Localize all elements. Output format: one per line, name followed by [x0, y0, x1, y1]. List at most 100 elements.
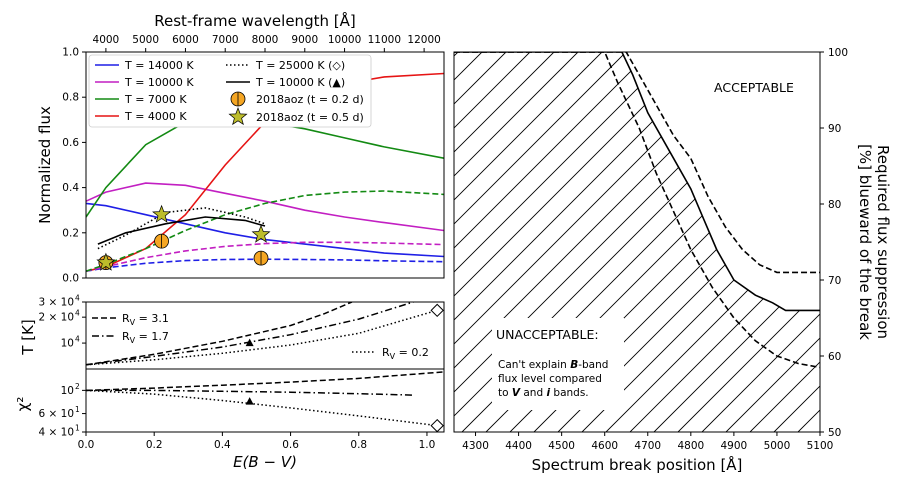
unacceptable-line1: Can't explain B-band	[498, 359, 608, 371]
right-panel: 4300 4400 4500 4600 4700 4800 4900 5000 5100 50 6…	[453, 47, 900, 474]
right-axes-frame	[453, 51, 821, 433]
mid-y-tick-exponent: 4	[75, 335, 80, 344]
mid-series-line-r-v-1-7	[86, 302, 414, 366]
mid-legend-label-r-v-0-2: RV = 0.2	[382, 346, 429, 361]
bot-marker-diamond	[430, 418, 444, 433]
mid-y-tick-exponent: 4	[75, 294, 80, 303]
top-x-tick-label: 4000	[93, 34, 120, 46]
bot-x-tick-label: 1.0	[419, 439, 436, 451]
bot-y-tick-label: 4 × 10	[38, 427, 74, 439]
legend-label-2018aoz-t-0-2-d: 2018aoz (t = 0.2 d)	[256, 93, 364, 106]
hatch-line	[454, 52, 651, 432]
hatch-line	[677, 52, 820, 432]
top-y-tick-label: 0.0	[62, 273, 79, 285]
mid-legend-label-r-v-3-1: RV = 3.1	[122, 312, 169, 327]
hatch-line	[894, 52, 900, 432]
right-x-tick-label: 4800	[677, 440, 704, 452]
unacceptable-title: UNACCEPTABLE:	[496, 327, 599, 342]
top-series-line-t-7000-k	[86, 116, 444, 218]
legend-label-t-25000-k: T = 25000 K (◇)	[255, 59, 345, 72]
hatch-line	[454, 52, 699, 432]
top-point-star	[152, 204, 172, 223]
right-series-line-upper-bound	[454, 52, 820, 274]
right-x-ticks: 4300 4400 4500 4600 4700 4800 4900 5000 5100	[462, 432, 833, 452]
top-x-tick-label: 7000	[212, 34, 239, 46]
mid-legend: RV = 3.1 RV = 1.7 RV = 0.2	[92, 312, 429, 361]
right-x-tick-label: 5000	[764, 440, 791, 452]
mid-marker-triangle	[245, 338, 254, 347]
mid-y-tick-label: 10	[61, 338, 74, 350]
top-series-line-t-7000-k-extincted	[86, 190, 444, 272]
right-y-ticks: 50 60 70 80 90 100	[820, 47, 848, 439]
hatch-line	[454, 52, 675, 432]
right-y-axis-label: Required flux suppression [%] blueward o…	[856, 144, 892, 340]
right-x-tick-label: 4500	[548, 440, 575, 452]
top-series-line-t-14000-k	[86, 202, 444, 258]
top-series-line-t-10000-k	[97, 216, 266, 245]
bot-x-tick-label: 0.8	[350, 439, 367, 451]
right-series	[454, 52, 820, 369]
bot-series-line-r-v-0-2	[86, 389, 438, 427]
bot-y-tick-exponent: 1	[75, 405, 80, 414]
top-x-tick-label: 8000	[252, 34, 279, 46]
bot-y-tick-label: 6 × 10	[38, 408, 74, 420]
right-series-line-lower-bound	[454, 52, 820, 369]
right-y-tick-label: 90	[828, 123, 841, 135]
right-y-tick-label: 60	[828, 351, 841, 363]
legend-label-t-4000-k: T = 4000 K	[124, 110, 187, 123]
right-x-tick-label: 5100	[807, 440, 834, 452]
top-y-tick-label: 0.2	[62, 227, 79, 239]
top-series-line-t-10000-k-extincted	[86, 241, 444, 272]
acceptable-label: ACCEPTABLE	[714, 80, 794, 95]
bot-marker-triangle	[245, 397, 254, 405]
top-x-tick-label: 11000	[368, 34, 401, 46]
mid-y-tick-exponent: 4	[75, 309, 80, 318]
bot-x-tick-label: 0.2	[146, 439, 163, 451]
unacceptable-line3: to V and i bands.	[498, 387, 589, 399]
top-point-star	[96, 252, 116, 271]
unacceptable-annotation: UNACCEPTABLE: Can't explain B-band flux …	[492, 318, 624, 410]
mid-series	[86, 302, 438, 366]
bot-series-line-r-v-1-7	[86, 389, 414, 396]
legend-label-t-10000-k: T = 10000 K	[124, 76, 194, 89]
legend-frame	[88, 54, 372, 128]
top-points	[96, 204, 271, 271]
top-x-tick-label: 9000	[291, 34, 318, 46]
hatch-line	[454, 52, 603, 432]
bot-axes-frame	[85, 368, 445, 433]
mid-markers	[245, 303, 444, 347]
bot-x-ticks: 0.0 0.2 0.4 0.6 0.8 1.0	[78, 432, 436, 451]
top-axes-frame	[85, 51, 445, 279]
legend-swatch-star	[228, 106, 248, 126]
right-y-tick-label: 70	[828, 275, 841, 287]
right-x-tick-label: 4900	[721, 440, 748, 452]
middle-left-panel: 10 42 × 10 43 × 10 4 T [K] RV = 3.1RV = 1.7…	[19, 294, 445, 370]
top-x-tick-label: 12000	[407, 34, 440, 46]
top-series-line-t-10000-k	[86, 182, 444, 232]
hatch-line	[653, 52, 820, 432]
right-y-tick-label: 80	[828, 199, 841, 211]
bot-x-tick-label: 0.4	[214, 439, 231, 451]
mid-series-line-r-v-0-2	[86, 309, 438, 366]
top-legend: T = 14000 K T = 10000 K T = 7000 K T = 4000…	[88, 54, 372, 128]
right-x-axis-label: Spectrum break position [Å]	[532, 455, 743, 474]
top-y-tick-label: 0.6	[62, 137, 79, 149]
bot-y-tick-exponent: 2	[75, 382, 80, 391]
top-y-tick-label: 0.4	[62, 182, 79, 194]
hatch-line	[629, 52, 820, 432]
mid-y-tick-label: 2 × 10	[38, 312, 74, 324]
bot-series	[86, 371, 444, 427]
legend-label-t-7000-k: T = 7000 K	[124, 93, 187, 106]
top-y-tick-label: 0.8	[62, 92, 79, 104]
mid-series-line-r-v-3-1	[86, 302, 353, 366]
mid-y-tick-label: 3 × 10	[38, 297, 74, 309]
hatch-line	[725, 52, 820, 432]
top-x-axis-label: Rest-frame wavelength [Å]	[154, 11, 355, 30]
hatch-line	[605, 52, 820, 432]
bot-y-tick-label: 10	[61, 385, 74, 397]
top-y-axis-label: Normalized flux	[36, 106, 54, 224]
bot-x-tick-label: 0.6	[282, 439, 299, 451]
mid-legend-label-r-v-1-7: RV = 1.7	[122, 330, 169, 345]
bot-y-tick-exponent: 1	[75, 424, 80, 433]
